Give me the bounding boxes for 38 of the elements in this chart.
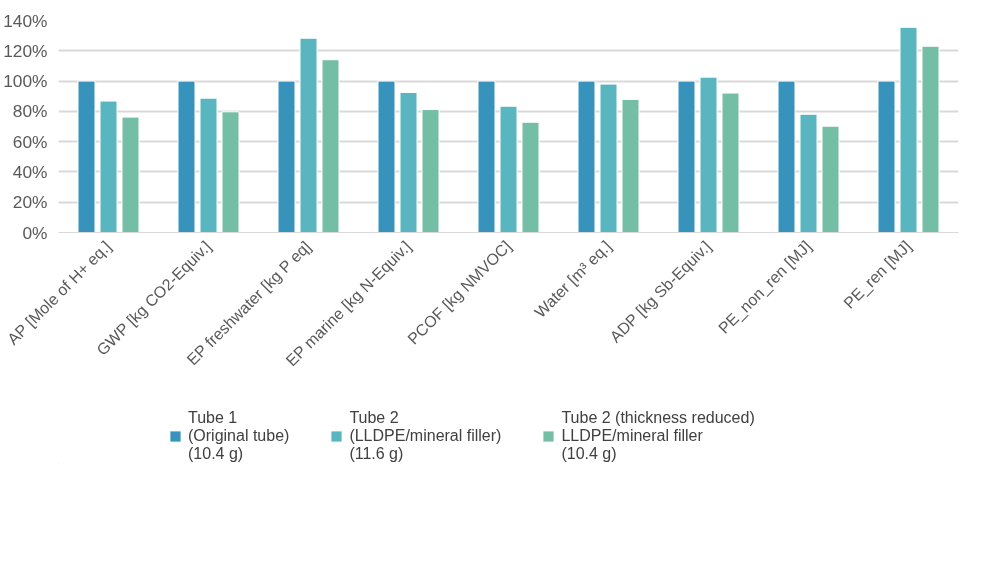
bar: [877, 80, 896, 233]
bar: [99, 100, 118, 233]
bar: [377, 80, 396, 233]
y-tick-label: 40%: [12, 161, 48, 182]
bar: [777, 80, 796, 233]
legend-label: Tube 2 (thickness reduced) LLDPE/mineral filler (10.4 g): [561, 409, 755, 463]
y-tick-label: 140%: [3, 10, 48, 31]
bar: [177, 80, 196, 233]
y-tick-label: 80%: [12, 101, 48, 122]
bar: [277, 80, 296, 233]
bar: [721, 92, 740, 233]
bar: [921, 45, 940, 233]
bar: [121, 116, 140, 233]
bar: [621, 98, 640, 233]
y-tick-label: 0%: [22, 222, 48, 243]
bar: [77, 80, 96, 233]
bar: [321, 59, 340, 233]
bar: [299, 37, 318, 233]
legend-label: Tube 2 (LLDPE/mineral filler) (11.6 g): [349, 409, 502, 463]
bar: [521, 121, 540, 233]
bar: [421, 109, 440, 233]
bar: [599, 83, 618, 233]
bar: [577, 80, 596, 233]
legend-label: Tube 1 (Original tube) (10.4 g): [188, 409, 290, 463]
y-tick-label: 60%: [12, 131, 48, 152]
bar: [899, 26, 918, 233]
y-tick-label: 120%: [3, 40, 48, 61]
bar: [221, 111, 240, 233]
bar: [499, 105, 518, 233]
bar: [477, 80, 496, 233]
bar: [399, 91, 418, 233]
bar: [799, 113, 818, 233]
y-tick-label: 100%: [3, 71, 48, 92]
bar: [699, 76, 718, 233]
bar: [821, 125, 840, 233]
bar: [677, 80, 696, 233]
bar: [199, 97, 218, 233]
y-tick-label: 20%: [12, 192, 48, 213]
